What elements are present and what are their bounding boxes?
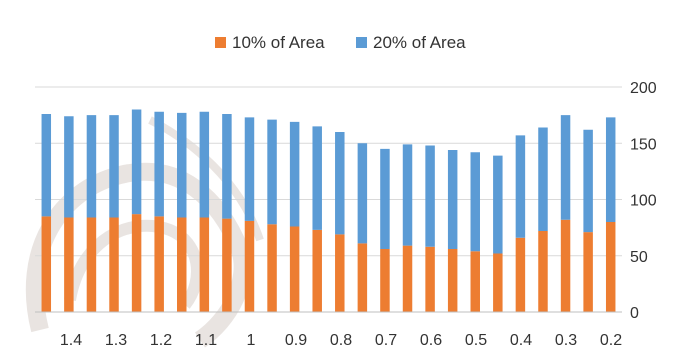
- x-tick-label: 1.3: [105, 332, 127, 349]
- bar-20pct-of-area: [605, 117, 616, 222]
- bar-10pct-of-area: [312, 229, 322, 312]
- y-tick-label: 200: [630, 80, 657, 97]
- bar-10pct-of-area: [583, 232, 593, 312]
- x-tick-label: 0.9: [285, 332, 307, 349]
- bar-10pct-of-area: [380, 249, 390, 312]
- bar-10pct-of-area: [64, 217, 74, 312]
- bar-20pct-of-area: [425, 145, 435, 247]
- bar-20pct-of-area: [222, 114, 232, 219]
- bar-10pct-of-area: [267, 224, 277, 312]
- bar-20pct-of-area: [86, 115, 97, 218]
- bar-20pct-of-area: [244, 117, 255, 221]
- bar-20pct-of-area: [515, 135, 526, 238]
- bar-20pct-of-area: [560, 115, 571, 220]
- bar-10pct-of-area: [177, 217, 187, 312]
- bar-20pct-of-area: [380, 148, 390, 249]
- bar-10pct-of-area: [41, 216, 52, 312]
- bar-10pct-of-area: [244, 220, 255, 312]
- bar-10pct-of-area: [86, 217, 97, 312]
- bar-20pct-of-area: [41, 114, 52, 217]
- bar-10pct-of-area: [289, 226, 300, 312]
- bar-20pct-of-area: [357, 143, 368, 244]
- bars: [41, 109, 616, 312]
- x-tick-label: 0.6: [420, 332, 442, 349]
- bar-10pct-of-area: [470, 251, 480, 312]
- x-tick-label: 0.7: [375, 332, 397, 349]
- bar-10pct-of-area: [447, 249, 458, 312]
- bar-10pct-of-area: [199, 217, 210, 312]
- bar-20pct-of-area: [64, 116, 74, 218]
- x-tick-label: 0.5: [465, 332, 487, 349]
- bar-10pct-of-area: [109, 217, 119, 312]
- y-tick-label: 100: [630, 193, 657, 210]
- bar-20pct-of-area: [493, 155, 503, 254]
- bar-20pct-of-area: [447, 150, 458, 249]
- x-tick-label: 1.4: [60, 332, 82, 349]
- x-tick-label: 0.4: [510, 332, 532, 349]
- x-tick-label: 1.1: [195, 332, 217, 349]
- bar-10pct-of-area: [425, 246, 435, 312]
- y-tick-label: 50: [630, 249, 648, 266]
- bar-10pct-of-area: [560, 219, 571, 312]
- bar-10pct-of-area: [335, 234, 345, 312]
- x-axis-ticks: 1.4 1.3 1.2 1.1 1 0.9 0.8 0.7 0.6 0.5 0.4 0.3 0.2: [60, 332, 622, 349]
- y-tick-label: 150: [630, 136, 657, 153]
- bar-20pct-of-area: [109, 115, 119, 218]
- bar-20pct-of-area: [289, 121, 300, 227]
- legend-label-10pct: 10% of Area: [232, 33, 325, 52]
- bar-10pct-of-area: [493, 253, 503, 312]
- x-tick-label: 1: [247, 332, 256, 349]
- bar-10pct-of-area: [222, 218, 232, 312]
- legend-swatch-10pct: [215, 37, 226, 48]
- bar-10pct-of-area: [131, 214, 142, 312]
- bar-20pct-of-area: [177, 112, 187, 218]
- bar-20pct-of-area: [583, 129, 593, 233]
- bar-10pct-of-area: [402, 245, 413, 312]
- y-axis-ticks: 0 50 100 150 200: [630, 80, 657, 322]
- legend: 10% of Area 20% of Area: [215, 33, 466, 52]
- bar-20pct-of-area: [267, 119, 277, 225]
- x-tick-label: 0.2: [600, 332, 622, 349]
- bar-20pct-of-area: [199, 111, 210, 218]
- bar-20pct-of-area: [154, 111, 164, 217]
- bar-20pct-of-area: [402, 144, 413, 246]
- bar-10pct-of-area: [538, 231, 548, 312]
- bar-20pct-of-area: [470, 152, 480, 252]
- x-tick-label: 0.8: [330, 332, 352, 349]
- bar-10pct-of-area: [357, 243, 368, 312]
- legend-swatch-20pct: [356, 37, 367, 48]
- bar-10pct-of-area: [605, 222, 616, 312]
- x-tick-label: 1.2: [150, 332, 172, 349]
- bar-10pct-of-area: [154, 216, 164, 312]
- legend-label-20pct: 20% of Area: [373, 33, 466, 52]
- bar-20pct-of-area: [312, 126, 322, 230]
- bar-10pct-of-area: [515, 237, 526, 312]
- x-tick-label: 0.3: [555, 332, 577, 349]
- bar-20pct-of-area: [538, 127, 548, 231]
- bar-20pct-of-area: [131, 109, 142, 215]
- y-tick-label: 0: [630, 305, 639, 322]
- bar-20pct-of-area: [335, 132, 345, 235]
